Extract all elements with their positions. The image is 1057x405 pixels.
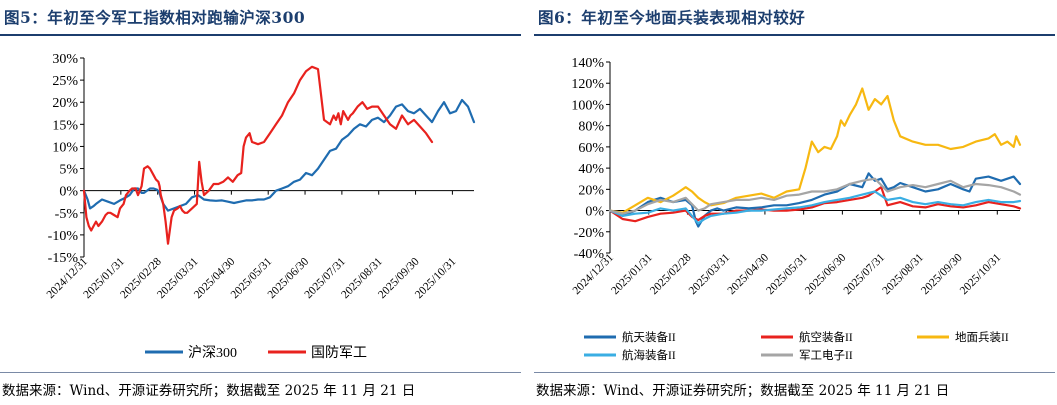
x-tick-label: 2025/06/30: [803, 251, 849, 297]
figure-5-panel: 图5：年初至今军工指数相对跑输沪深300 -15% -10% -5% 0% 5% 10% 1…: [0, 0, 523, 405]
series-line-2: [608, 186, 1022, 223]
series-line-4: [608, 190, 1022, 225]
legend-label: 航天装备II: [622, 330, 676, 344]
legend-label: 军工电子II: [799, 349, 853, 362]
figure-6-source: 数据来源：Wind、开源证券研究所；数据截至 2025 年 11 月 21 日: [536, 383, 950, 399]
x-tick-label: 2025/07/31: [842, 251, 888, 297]
x-tick-label: 2025/02/28: [648, 251, 694, 297]
figure-5-title-rule: [0, 34, 521, 36]
y-tick-label: 10%: [52, 140, 78, 155]
y-tick-label: 25%: [52, 74, 78, 89]
legend-label: 国防军工: [311, 345, 367, 361]
legend-label: 沪深300: [188, 345, 237, 361]
x-tick-label: 2025/01/31: [609, 251, 655, 297]
y-tick-label: -40%: [574, 247, 605, 262]
y-tick-label: 140%: [571, 56, 604, 71]
legend-label: 航空装备II: [799, 330, 853, 344]
x-tick-label: 2025/10/31: [958, 251, 1004, 297]
figure-6-source-rule: [534, 372, 1055, 373]
figure-5-source-rule: [0, 372, 521, 373]
figure-5-title: 图5：年初至今军工指数相对跑输沪深300: [4, 8, 306, 27]
x-tick-label: 2025/04/30: [726, 251, 772, 297]
y-tick-label: -5%: [55, 207, 79, 222]
legend-label: 地面兵装II: [955, 331, 1009, 344]
series-line-5: [608, 177, 1022, 215]
y-tick-label: 15%: [52, 118, 78, 133]
y-tick-label: 20%: [52, 96, 78, 111]
figure-6-panel: 图6：年初至今地面兵装表现相对较好 -40% -20% 0% 20% 40% 60% 80%…: [534, 0, 1057, 405]
y-tick-label: 20%: [578, 183, 604, 198]
series-line-3: [608, 87, 1022, 214]
x-tick-label: 2025/08/31: [880, 251, 926, 297]
x-tick-label: 2025/03/31: [687, 251, 733, 297]
series-line-2: [82, 65, 434, 245]
x-tick-label: 2025/09/30: [919, 251, 965, 297]
figure-6-title-rule: [534, 34, 1055, 36]
y-tick-label: 60%: [578, 141, 604, 156]
y-tick-label: 40%: [578, 162, 604, 177]
y-tick-label: -20%: [574, 226, 605, 241]
y-tick-label: 80%: [578, 120, 604, 135]
figure-6-title: 图6：年初至今地面兵装表现相对较好: [538, 8, 806, 27]
figure-5-chart: -15%-10%-5%0%5%10%15%20%25%30%2024/12/31…: [45, 52, 476, 361]
y-tick-label: -10%: [48, 229, 79, 244]
x-tick-label: 2025/05/31: [764, 251, 810, 297]
y-tick-label: 5%: [59, 163, 78, 178]
y-tick-label: 120%: [571, 77, 604, 92]
figure-5-source: 数据来源：Wind、开源证券研究所；数据截至 2025 年 11 月 21 日: [2, 383, 416, 399]
y-tick-label: 0%: [59, 185, 78, 200]
y-tick-label: 0%: [585, 205, 604, 220]
y-tick-label: 30%: [52, 52, 78, 67]
y-tick-label: -15%: [48, 251, 79, 266]
y-tick-label: 100%: [571, 98, 604, 113]
legend-label: 航海装备II: [622, 348, 676, 362]
series-line-1: [608, 172, 1022, 228]
figure-6-chart: -40%-20%0%20%40%60%80%100%120%140%2024/1…: [571, 56, 1022, 362]
